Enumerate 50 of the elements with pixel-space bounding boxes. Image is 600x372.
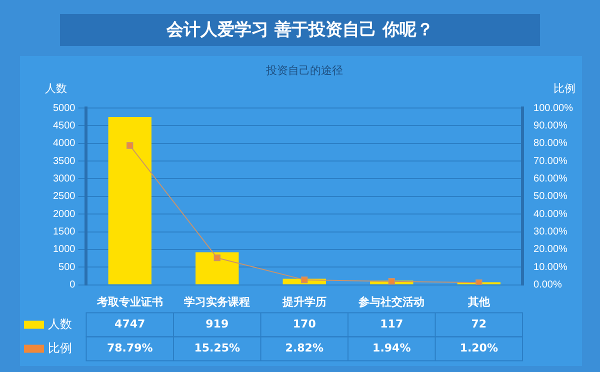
point: [388, 278, 395, 285]
y2-tick-label: 20.00%: [534, 244, 568, 256]
y-tick-label: 500: [58, 262, 76, 273]
x-tick-label: 提升学历: [281, 295, 326, 308]
data-label: 1.20%: [460, 342, 498, 355]
x-tick-label: 学习实务课程: [184, 295, 250, 308]
bar: [108, 116, 152, 284]
data-label: 1.94%: [372, 342, 411, 355]
y2-tick-label: 0.00%: [534, 280, 562, 291]
y2-tick-label: 30.00%: [534, 226, 568, 238]
y-tick-label: 1500: [52, 226, 76, 238]
point: [126, 142, 134, 149]
x-tick-label: 参与社交活动: [358, 295, 425, 308]
legend-label: 比例: [48, 340, 72, 355]
y2-tick-label: 100.00%: [534, 102, 574, 114]
y-tick-label: 2500: [52, 191, 76, 202]
y2-tick-label: 40.00%: [534, 208, 568, 220]
y2-tick-label: 50.00%: [534, 191, 568, 202]
legend-label: 人数: [48, 316, 72, 331]
chart-title: 会计人爱学习 善于投资自己 你呢？: [60, 14, 540, 46]
data-label: 117: [380, 318, 404, 331]
y2-tick-label: 70.00%: [534, 156, 568, 167]
data-label: 170: [292, 318, 316, 331]
point: [214, 254, 220, 262]
data-label: 72: [471, 318, 487, 331]
y2-tick-label: 10.00%: [534, 262, 568, 273]
y2-tick-label: 60.00%: [534, 173, 568, 184]
x-tick-label: 考取专业证书: [96, 295, 163, 308]
y-axis-title: 人数: [45, 82, 68, 95]
y-tick-label: 5000: [52, 102, 76, 114]
data-label: 4747: [114, 318, 146, 331]
y-tick-label: 3000: [52, 173, 76, 184]
y2-tick-label: 90.00%: [534, 120, 568, 132]
y-tick-label: 1000: [52, 244, 76, 256]
bar: [196, 252, 239, 284]
point: [476, 279, 482, 285]
data-label: 919: [206, 318, 229, 331]
y2-axis-title: 比例: [554, 82, 576, 95]
data-label: 15.25%: [194, 342, 240, 355]
y-tick-label: 0: [70, 280, 76, 291]
y2-tick-label: 80.00%: [534, 138, 568, 150]
y-tick-label: 2000: [52, 208, 76, 220]
x-tick-label: 其他: [466, 295, 491, 308]
y-tick-label: 4000: [52, 138, 76, 150]
chart-subtitle: 投资自己的途径: [264, 64, 343, 77]
data-label: 78.79%: [106, 342, 153, 355]
y-tick-label: 4500: [52, 120, 76, 132]
data-label: 2.82%: [285, 342, 324, 355]
y-tick-label: 3500: [52, 156, 76, 167]
point: [301, 276, 308, 284]
